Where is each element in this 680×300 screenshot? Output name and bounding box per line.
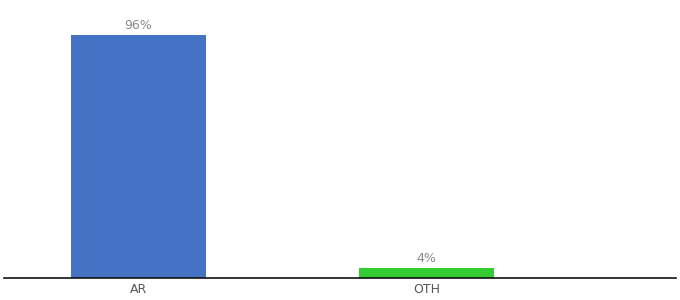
Text: 4%: 4% xyxy=(416,252,437,265)
Bar xyxy=(359,268,494,278)
Bar xyxy=(71,34,205,278)
Text: 96%: 96% xyxy=(124,19,152,32)
